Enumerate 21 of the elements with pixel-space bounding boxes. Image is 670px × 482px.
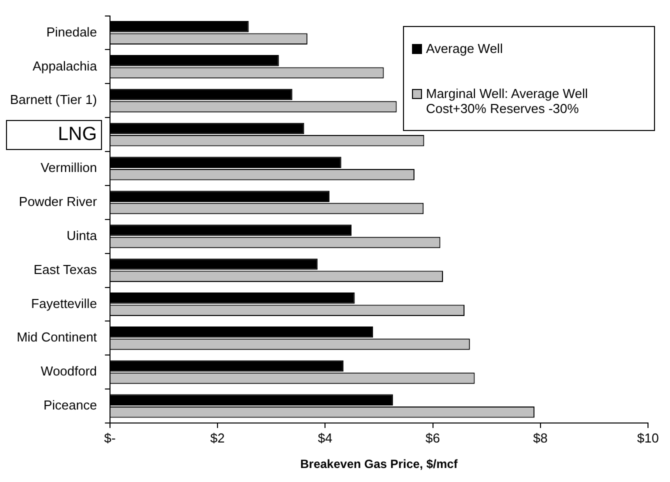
y-tick-label: LNG [58, 124, 97, 145]
x-tick-label: $- [104, 430, 116, 446]
y-tick-label: Vermillion [40, 160, 97, 176]
x-axis-title: Breakeven Gas Price, $/mcf [300, 457, 459, 472]
legend-label: Marginal Well: Average Well Cost+30% Reserves -30% [426, 86, 589, 116]
x-tick-label: $2 [210, 430, 225, 446]
y-tick-label: Pinedale [46, 24, 97, 40]
y-tick-label: Barnett (Tier 1) [10, 92, 97, 108]
x-tick-label: $4 [318, 430, 332, 446]
y-tick-label: Fayetteville [31, 296, 97, 311]
y-tick-label: Woodford [40, 364, 97, 379]
x-tick-label: $8 [533, 430, 548, 446]
y-tick-label: Powder River [18, 194, 98, 210]
x-tick-label: $10 [637, 430, 659, 446]
x-tick-label: $6 [426, 430, 440, 446]
y-tick-label: East Texas [34, 262, 98, 277]
y-tick-label: Appalachia [32, 58, 98, 74]
y-tick-label: Piceance [43, 398, 97, 413]
y-tick-label: Mid Continent [16, 330, 98, 345]
legend-label: Average Well [426, 40, 503, 56]
y-tick-label: Uinta [66, 228, 98, 243]
